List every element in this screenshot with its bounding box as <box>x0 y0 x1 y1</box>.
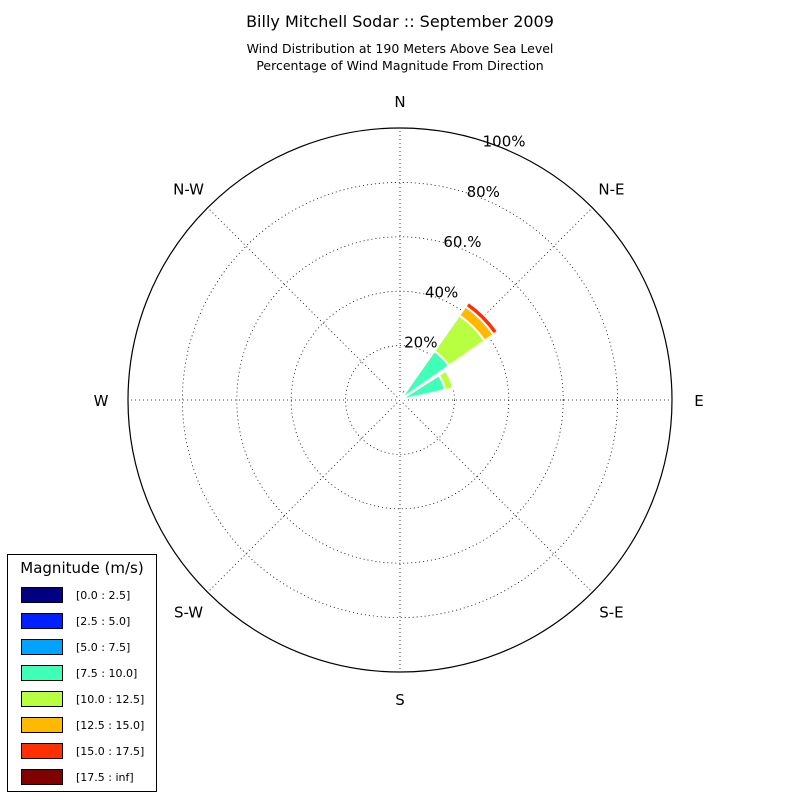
wind-bar-45-bin-6 <box>464 300 500 336</box>
polar-grid <box>127 127 673 673</box>
wind-bar-67.5-bin-4 <box>437 369 455 392</box>
legend-label: [12.5 : 15.0] <box>76 719 145 732</box>
wind-bars <box>399 300 500 401</box>
legend-label: [5.0 : 7.5] <box>76 641 131 654</box>
outer-ring <box>127 127 673 673</box>
chart-title: Billy Mitchell Sodar :: September 2009 <box>246 12 554 31</box>
spoke-line <box>399 399 593 593</box>
grid-ring <box>181 181 619 619</box>
direction-label: W <box>94 392 109 410</box>
grid-ring <box>345 345 455 455</box>
legend-swatch <box>21 769 63 785</box>
legend-label: [7.5 : 10.0] <box>76 667 138 680</box>
direction-label: S-E <box>599 603 623 621</box>
legend-swatch <box>21 587 63 603</box>
legend-swatch <box>21 717 63 733</box>
legend-label: [17.5 : inf] <box>76 771 134 784</box>
spoke-line <box>207 207 401 401</box>
legend-label: [0.0 : 2.5] <box>76 589 131 602</box>
direction-label: N <box>394 93 405 111</box>
legend-label: [10.0 : 12.5] <box>76 693 145 706</box>
spoke-line <box>399 207 593 401</box>
grid-ring <box>290 290 510 510</box>
legend-label: [15.0 : 17.5] <box>76 745 145 758</box>
legend-swatch <box>21 613 63 629</box>
legend-label: [2.5 : 5.0] <box>76 615 131 628</box>
legend: Magnitude (m/s) [0.0 : 2.5] [2.5 : 5.0] [5… <box>7 554 157 792</box>
chart-subtitle-1: Wind Distribution at 190 Meters Above Se… <box>246 41 554 56</box>
direction-label: N-E <box>598 181 624 199</box>
direction-label: N-W <box>173 181 204 199</box>
radial-tick-label: 40% <box>425 283 458 301</box>
legend-swatch <box>21 691 63 707</box>
radial-tick-label: 20% <box>404 334 437 352</box>
legend-title: Magnitude (m/s) <box>20 559 144 577</box>
direction-label: S-W <box>174 603 203 621</box>
legend-swatch <box>21 743 63 759</box>
spoke-line <box>207 399 401 593</box>
grid-ring <box>236 236 564 564</box>
legend-swatch <box>21 639 63 655</box>
radial-tick-label: 60.% <box>443 233 481 251</box>
chart-subtitle-2: Percentage of Wind Magnitude From Direct… <box>256 58 544 73</box>
direction-label: E <box>694 392 703 410</box>
radial-tick-label: 100% <box>483 133 526 151</box>
direction-label: S <box>395 691 405 709</box>
legend-swatch <box>21 665 63 681</box>
polar-labels: 20% 40% 60.% 80% 100% N N-E E S-E S S-W W N-W <box>94 93 704 709</box>
radial-tick-label: 80% <box>467 183 500 201</box>
